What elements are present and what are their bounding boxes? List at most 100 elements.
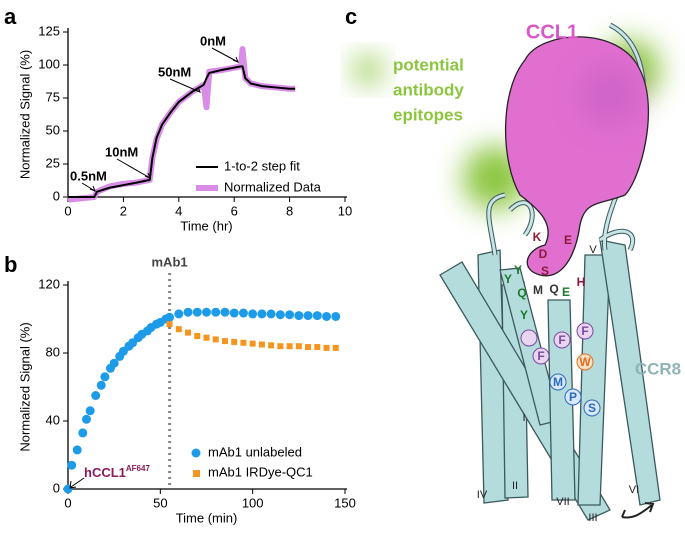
legend-label: mAb1 unlabeled — [208, 444, 302, 459]
helix-label: V — [589, 244, 597, 256]
point — [109, 358, 119, 368]
annotation-sup: AF647 — [126, 464, 151, 473]
point — [212, 336, 219, 343]
annotation-arrow — [211, 47, 239, 63]
helix-label: III — [588, 512, 597, 524]
x-tick-label: 150 — [334, 495, 356, 510]
y-tick-label: 80 — [46, 344, 60, 359]
point — [185, 329, 192, 336]
rotation-arrow — [621, 502, 655, 519]
residue: Y — [504, 272, 512, 286]
legend-swatch — [191, 448, 201, 458]
annotation: 0nM — [200, 33, 226, 48]
helix-label: I — [522, 412, 525, 424]
residue: Y — [520, 308, 528, 322]
annotation-arrow — [69, 477, 85, 489]
axes — [67, 28, 347, 198]
x-tick-label: 0 — [64, 495, 71, 510]
y-tick-label: 0 — [53, 188, 60, 203]
y-tick-label: 40 — [46, 412, 60, 427]
y-tick-label: 50 — [46, 122, 60, 137]
residue: S — [541, 264, 549, 278]
series-line — [68, 65, 296, 198]
point — [257, 309, 267, 319]
point — [192, 307, 202, 317]
y-tick-label: 25 — [46, 155, 60, 170]
point — [96, 380, 106, 390]
point — [63, 484, 73, 494]
residue: H — [577, 275, 586, 289]
point — [100, 372, 110, 382]
point — [258, 341, 265, 348]
point — [221, 338, 228, 345]
x-tick-label: 8 — [286, 203, 293, 218]
helix-label: IV — [477, 489, 488, 501]
point — [322, 311, 332, 321]
helix — [547, 299, 576, 501]
point — [174, 309, 184, 319]
y-tick-label: 0 — [53, 480, 60, 495]
residue: M — [533, 283, 543, 297]
epitope-blob — [354, 56, 382, 84]
helix-labels: I II III IV V VI VII — [477, 244, 639, 524]
y-tick-label: 125 — [38, 23, 60, 38]
arrow-head — [194, 86, 201, 93]
x-tick-label: 0 — [64, 203, 71, 218]
point — [202, 307, 211, 317]
point — [249, 340, 256, 347]
residue: E — [562, 285, 570, 299]
residue: Q — [517, 286, 526, 300]
epitope-text: epitopes — [393, 105, 463, 124]
x-tick-label: 2 — [120, 203, 127, 218]
point — [332, 344, 339, 351]
point — [331, 311, 341, 321]
residue: W — [579, 355, 591, 369]
point — [166, 321, 173, 328]
epitope-text: potential — [393, 55, 464, 74]
y-tick-label: 100 — [38, 56, 60, 71]
legend-label: 1-to-2 step fit — [224, 158, 300, 173]
residue: K — [533, 230, 542, 244]
point — [72, 445, 82, 455]
residue: Y — [514, 263, 522, 277]
x-tick-label: 4 — [175, 203, 182, 218]
loop — [487, 23, 646, 256]
point — [277, 343, 284, 350]
y-axis-label: Normalized Signal (%) — [17, 322, 32, 451]
annotation: 0.5nM — [70, 168, 107, 183]
point — [295, 343, 302, 350]
x-tick-label: 10 — [338, 203, 352, 218]
point — [303, 311, 313, 321]
annotation-text: hCCL1 — [84, 465, 126, 480]
point — [78, 428, 88, 438]
residue: D — [539, 247, 548, 261]
point — [266, 309, 276, 319]
point — [240, 339, 247, 346]
panel-label: a — [4, 4, 17, 29]
legend-swatch — [193, 470, 200, 477]
point — [294, 311, 304, 321]
residue: S — [588, 401, 596, 415]
ccl1-shade — [580, 65, 640, 125]
residue: P — [569, 390, 577, 404]
residue: F — [581, 324, 588, 338]
point — [194, 333, 201, 339]
x-axis-label: Time (min) — [176, 510, 238, 525]
point — [286, 343, 293, 350]
point — [91, 391, 101, 400]
helix — [577, 254, 611, 506]
residue: M — [553, 375, 563, 389]
panel-label: c — [345, 4, 357, 29]
annotation: hCCL1AF647 — [84, 464, 150, 480]
x-tick-label: 6 — [231, 203, 238, 218]
x-tick-label: 50 — [153, 495, 167, 510]
diagram: K D E Y S Q M Q E H Y Y F F F W M P S I … — [345, 4, 681, 524]
point — [312, 311, 322, 321]
annotation: 50nM — [158, 64, 191, 79]
point — [275, 310, 285, 320]
residue: F — [558, 333, 565, 347]
legend-label: Normalized Data — [224, 179, 322, 194]
residue: F — [537, 349, 544, 363]
point — [285, 310, 295, 320]
y-axis-label: Normalized Signal (%) — [17, 50, 32, 179]
